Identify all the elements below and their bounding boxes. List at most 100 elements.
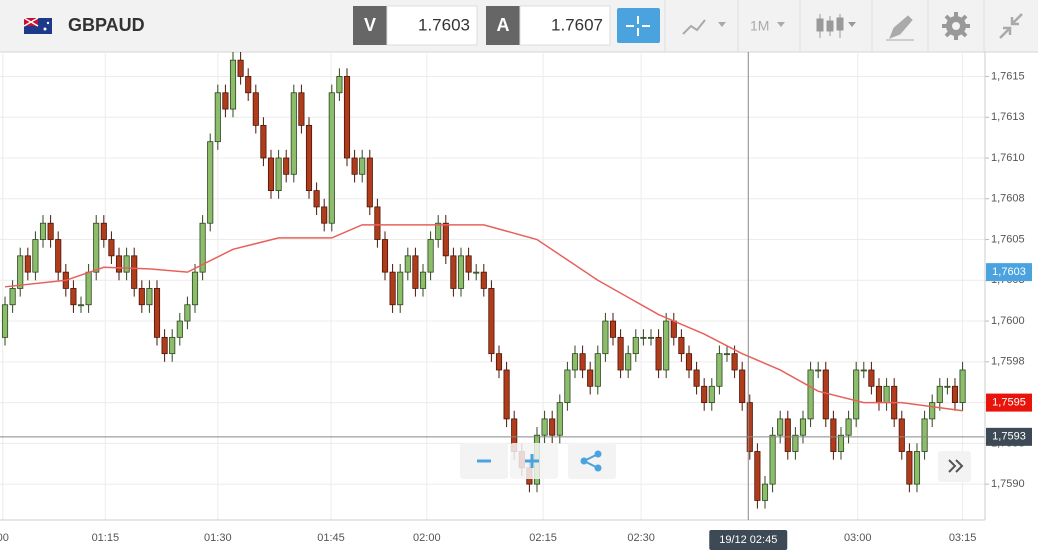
candle-body: [913, 451, 921, 485]
candle-body: [480, 271, 487, 289]
bid-label: V: [364, 15, 376, 35]
candle-body: [108, 239, 115, 257]
ask-label: A: [497, 15, 510, 35]
price-badge-label: 1,7595: [992, 396, 1026, 408]
candle-body: [457, 255, 465, 289]
scroll-right[interactable]: [938, 451, 971, 482]
y-tick-label: 1,7590: [991, 478, 1025, 490]
candle-body: [549, 418, 556, 436]
crosshair-time-label: 19/12 02:45: [719, 534, 777, 546]
candle-body: [503, 369, 510, 420]
candle-body: [602, 320, 609, 355]
plot-area: 1,7590 1,7593 1,7595 1,7598 1,7600 1,7603 1,76…: [0, 52, 1025, 544]
candle-body: [473, 271, 480, 274]
y-tick-label: 1,7613: [991, 111, 1025, 123]
candle-body: [85, 271, 92, 306]
candle-body: [670, 320, 677, 338]
settings-button[interactable]: [942, 12, 970, 40]
crosshair-button[interactable]: [617, 8, 660, 43]
candle-body: [1, 304, 9, 338]
y-tick-label: 1,7600: [991, 315, 1025, 327]
candle-body: [290, 92, 297, 175]
price-badge: [986, 393, 1032, 412]
candle-body: [199, 222, 206, 273]
candle-body: [283, 157, 290, 175]
candle-body: [556, 402, 563, 436]
draw-button[interactable]: [886, 15, 914, 41]
ask-value-box: [519, 5, 611, 46]
candle-body: [176, 320, 183, 338]
candle-body: [815, 369, 822, 372]
x-tick-label: 01:30: [204, 532, 232, 544]
x-tick-label: 01:45: [317, 532, 345, 544]
ask-box[interactable]: [486, 6, 520, 45]
candle-body: [617, 336, 624, 371]
candle-body: [837, 434, 845, 452]
candle-body: [731, 353, 738, 371]
candle-body: [678, 336, 685, 355]
candle-body: [404, 255, 411, 273]
candle-body: [245, 76, 252, 94]
candle-body: [929, 402, 936, 420]
candle-body: [191, 271, 199, 306]
candle-body: [799, 418, 807, 436]
candle-body: [769, 434, 776, 485]
y-tick-label: 1,7610: [991, 152, 1025, 164]
candle-body: [739, 369, 746, 403]
candle-body: [754, 451, 761, 501]
candle-body: [153, 288, 161, 338]
y-tick-label: 1,7598: [991, 356, 1025, 368]
x-tick-label: 03:15: [949, 532, 977, 544]
candle-body: [229, 59, 237, 110]
candle-body: [184, 304, 191, 322]
candle-body: [495, 353, 503, 371]
candle-body: [860, 369, 867, 372]
candle-body: [663, 320, 670, 371]
candle-body: [746, 402, 753, 452]
candle-body: [632, 336, 639, 355]
bid-box[interactable]: [353, 6, 387, 45]
bid-value-box: [386, 5, 478, 46]
candle-body: [777, 418, 784, 436]
candle-body: [24, 255, 31, 273]
candle-body: [9, 288, 16, 306]
candle-body: [412, 255, 419, 289]
candle-body: [47, 222, 54, 240]
candle-body: [169, 336, 176, 355]
candle-body: [594, 353, 601, 387]
candle-body: [381, 239, 389, 273]
candle-body: [321, 206, 328, 224]
candle-body: [77, 304, 85, 307]
candle-type-button[interactable]: [816, 14, 856, 38]
x-tick-label: 03:00: [844, 532, 872, 544]
collapse-button[interactable]: [999, 13, 1023, 39]
candle-body: [313, 190, 320, 208]
candle-body: [343, 76, 351, 159]
candle-body: [222, 92, 229, 110]
candle-body: [336, 76, 343, 94]
share[interactable]: [568, 443, 616, 479]
candle-body: [374, 206, 381, 240]
candle-body: [267, 157, 275, 192]
candle-body: [761, 483, 769, 501]
candle-body: [450, 255, 457, 289]
candle-body: [807, 369, 814, 420]
candle-body: [359, 157, 366, 175]
candle-body: [647, 336, 655, 339]
candle-body: [275, 157, 282, 192]
candle-body: [853, 369, 860, 420]
x-tick-label: 00: [0, 532, 9, 544]
crosshair-price-badge: [986, 427, 1032, 446]
candle-body: [875, 385, 883, 403]
chart-type-button[interactable]: [682, 19, 726, 35]
moving-average: [4, 224, 963, 412]
candle-body: [93, 222, 100, 273]
timeframe-button[interactable]: 1M: [750, 18, 785, 34]
candle-body: [906, 451, 913, 485]
candle-body: [708, 385, 715, 403]
candle-body: [723, 353, 731, 356]
candle-body: [693, 369, 700, 387]
candle-body: [936, 385, 943, 403]
candle-body: [131, 255, 138, 289]
y-tick-label: 1,7608: [991, 193, 1025, 205]
